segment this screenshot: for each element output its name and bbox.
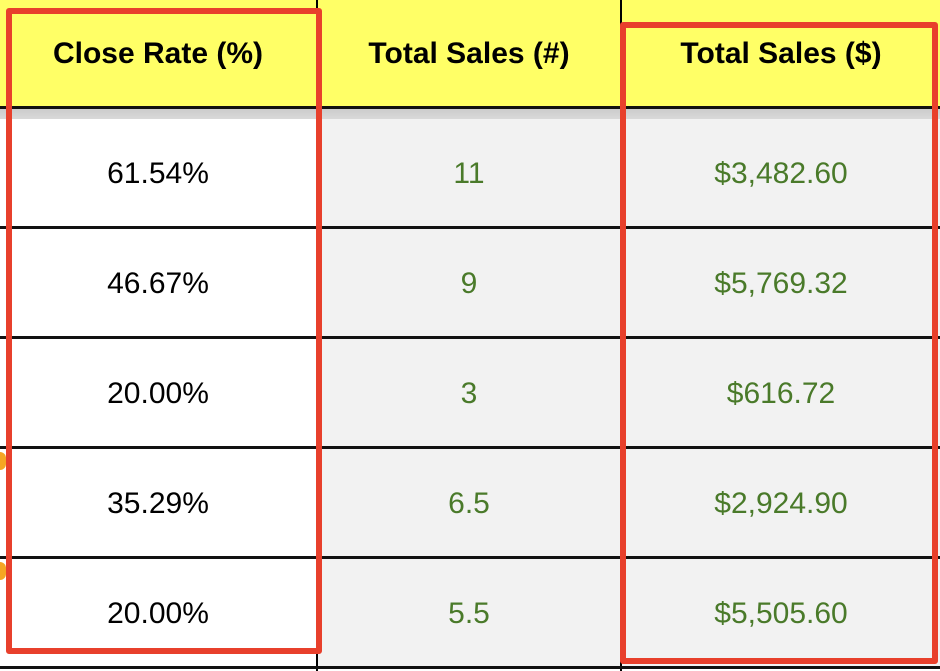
cell-close-rate[interactable]: 46.67%: [0, 229, 316, 339]
column-header-total-sales-count[interactable]: Total Sales (#): [318, 0, 620, 107]
row-divider: [0, 666, 940, 669]
row-divider: [0, 336, 940, 339]
cell-close-rate[interactable]: 35.29%: [0, 449, 316, 559]
edge-marker: [0, 452, 6, 470]
header-freeze-shadow: [0, 107, 940, 119]
cell-total-sales-count[interactable]: 11: [318, 119, 620, 229]
cell-total-sales-amount[interactable]: $2,924.90: [622, 449, 940, 559]
highlight-box-close-rate: [6, 8, 322, 654]
cell-total-sales-amount[interactable]: $5,505.60: [622, 559, 940, 669]
cell-close-rate[interactable]: 61.54%: [0, 119, 316, 229]
cell-total-sales-count[interactable]: 5.5: [318, 559, 620, 669]
row-divider: [0, 446, 940, 449]
cell-total-sales-amount[interactable]: $616.72: [622, 339, 940, 449]
cell-total-sales-count[interactable]: 9: [318, 229, 620, 339]
highlight-box-total-sales-amount: [620, 22, 938, 664]
column-header-total-sales-amount[interactable]: Total Sales ($): [622, 0, 940, 107]
column-header-close-rate[interactable]: Close Rate (%): [0, 0, 316, 107]
cell-total-sales-count[interactable]: 3: [318, 339, 620, 449]
cell-total-sales-amount[interactable]: $3,482.60: [622, 119, 940, 229]
cell-total-sales-count[interactable]: 6.5: [318, 449, 620, 559]
cell-close-rate[interactable]: 20.00%: [0, 339, 316, 449]
row-divider: [0, 226, 940, 229]
row-divider: [0, 556, 940, 559]
edge-marker: [0, 562, 6, 580]
cell-total-sales-amount[interactable]: $5,769.32: [622, 229, 940, 339]
row-divider: [0, 106, 940, 109]
